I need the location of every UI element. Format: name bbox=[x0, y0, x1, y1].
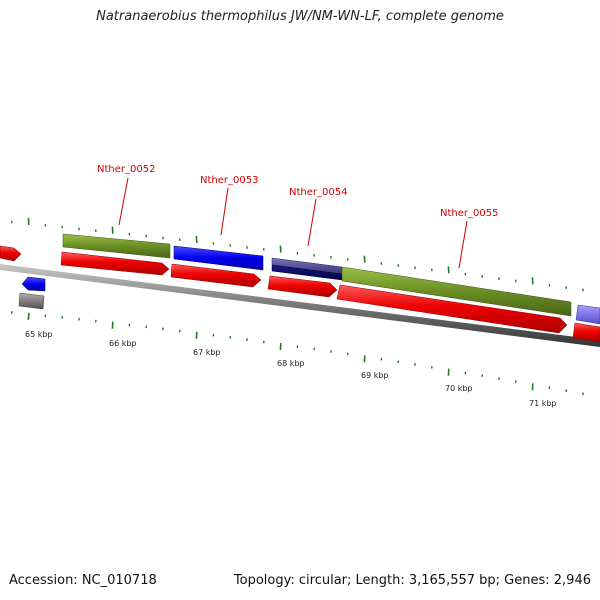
kbp-label-69: 69 kbp bbox=[361, 371, 389, 380]
cds-arrow-nther-0054[interactable] bbox=[267, 275, 338, 298]
cds-arrow-edge-left[interactable] bbox=[0, 245, 22, 262]
kbp-label-67: 67 kbp bbox=[193, 348, 221, 357]
kbp-label-68: 68 kbp bbox=[277, 359, 305, 368]
feature-nther-0052[interactable] bbox=[62, 233, 171, 259]
callout-line-nther-0055 bbox=[458, 220, 468, 269]
cds-arrow-edge-right[interactable] bbox=[572, 322, 600, 343]
feature-edge-right[interactable] bbox=[575, 304, 600, 325]
kbp-label-66: 66 kbp bbox=[109, 339, 137, 348]
gene-label-nther-0054[interactable]: Nther_0054 bbox=[289, 187, 347, 198]
map-title: Natranaerobius thermophilus JW/NM-WN-LF,… bbox=[96, 9, 504, 24]
feature-reverse-blue-arrow[interactable] bbox=[21, 276, 46, 292]
feature-nther-0053[interactable] bbox=[173, 245, 264, 271]
gene-label-nther-0055[interactable]: Nther_0055 bbox=[440, 208, 498, 219]
genome-backbone bbox=[0, 264, 600, 347]
kbp-label-70: 70 kbp bbox=[445, 384, 473, 393]
gene-label-nther-0052[interactable]: Nther_0052 bbox=[97, 164, 155, 175]
callout-line-nther-0054 bbox=[307, 198, 317, 247]
genome-summary-text: Topology: circular; Length: 3,165,557 bp… bbox=[233, 573, 591, 588]
feature-nther-0055[interactable] bbox=[341, 266, 572, 317]
kbp-label-65: 65 kbp bbox=[25, 330, 53, 339]
gene-label-nther-0053[interactable]: Nther_0053 bbox=[200, 175, 258, 186]
cds-arrow-nther-0052[interactable] bbox=[60, 251, 170, 276]
callout-line-nther-0052 bbox=[118, 177, 129, 226]
callout-line-nther-0053 bbox=[220, 187, 229, 236]
kbp-label-71: 71 kbp bbox=[529, 399, 557, 408]
cds-arrow-nther-0053[interactable] bbox=[170, 263, 262, 288]
inner-scale-ticks bbox=[10, 311, 584, 396]
accession-text: Accession: NC_010718 bbox=[9, 573, 157, 588]
feature-reverse-grey[interactable] bbox=[18, 292, 45, 310]
outer-scale-ticks bbox=[10, 217, 584, 292]
cds-arrow-nther-0055[interactable] bbox=[336, 284, 568, 334]
